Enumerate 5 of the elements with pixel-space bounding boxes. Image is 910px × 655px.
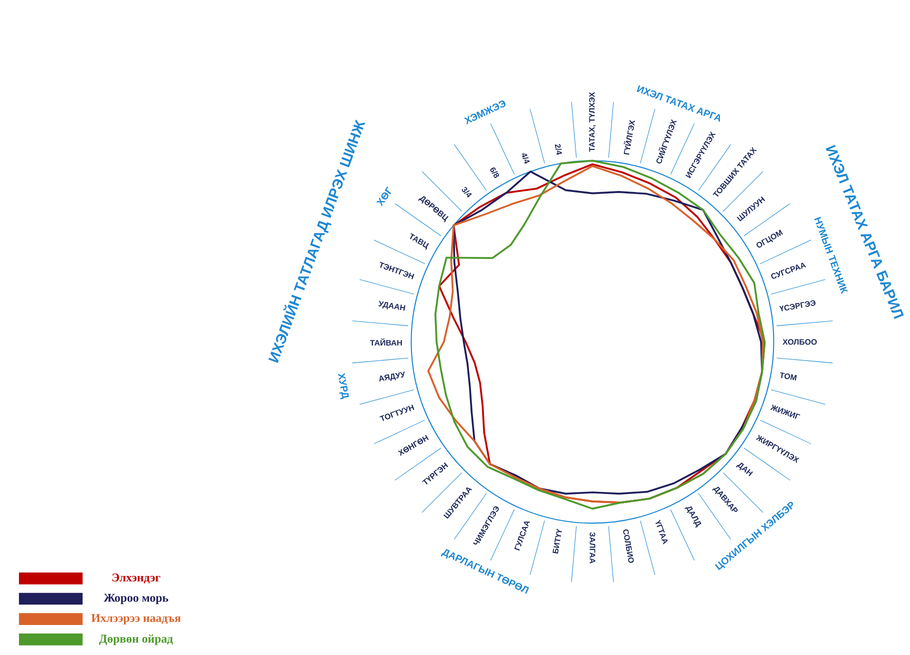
text: Элхэндэг (112, 574, 160, 584)
text: Жороо морь (104, 594, 168, 604)
text: Ихлээрээ наадъя (91, 614, 181, 624)
text: Дөрвөн ойрад (99, 634, 173, 646)
text: ХУРД (338, 372, 349, 400)
